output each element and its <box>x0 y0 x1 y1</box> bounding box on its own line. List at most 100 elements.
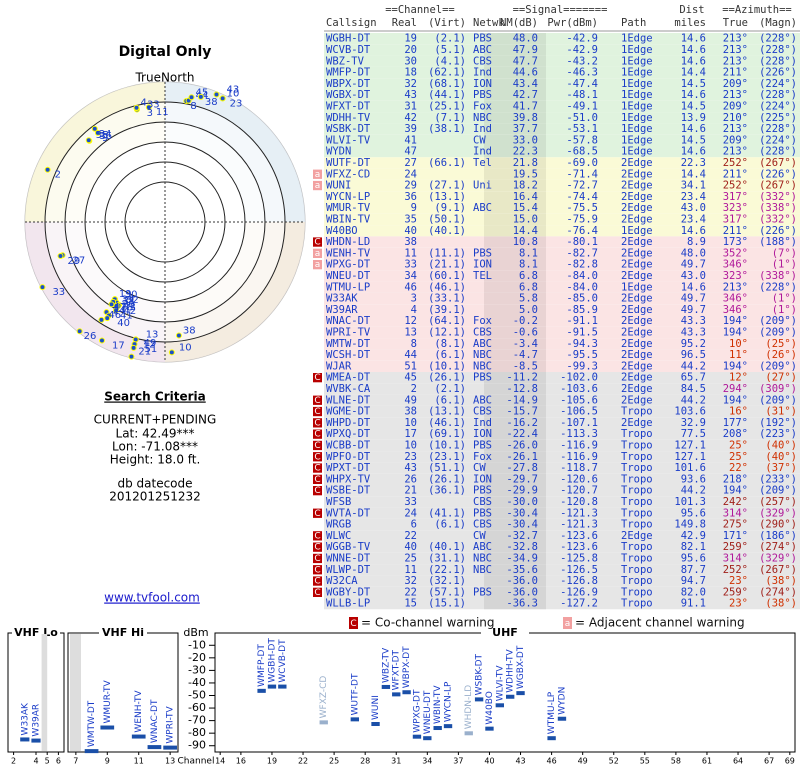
table-cell: (228°) <box>759 33 797 45</box>
nm-cell <box>484 259 546 271</box>
legend-box <box>349 617 358 629</box>
table-cell: (51.1) <box>428 462 466 474</box>
table-cell: 87.7 <box>681 564 706 576</box>
table-cell: WLVI-TV <box>326 134 371 146</box>
table-cell: 213° <box>723 89 748 101</box>
nm-cell <box>484 157 546 169</box>
table-cell: ION <box>473 78 492 90</box>
station-dot <box>197 93 204 100</box>
table-cell: 36 <box>404 191 417 203</box>
table-cell: (267°) <box>759 157 797 169</box>
x-tick-label: 69 <box>785 757 795 766</box>
table-cell: (10.1) <box>428 360 466 372</box>
station-channel: 9 <box>102 133 108 144</box>
table-cell: 127.1 <box>674 451 706 463</box>
x-tick-label: 58 <box>671 757 681 766</box>
table-cell: (40°) <box>765 451 797 463</box>
table-cell: WLWP-DT <box>326 564 371 576</box>
table-cell: 2Edge <box>621 530 653 542</box>
table-row <box>324 383 800 395</box>
station-bar <box>257 688 266 693</box>
table-cell: 14.6 <box>681 44 706 56</box>
table-cell: ABC <box>473 44 492 56</box>
x-tick-label: 67 <box>764 757 774 766</box>
y-tick-label: -60 <box>188 701 206 714</box>
criteria-line: Height: 18.0 ft. <box>110 453 201 467</box>
station-channel: 32 <box>126 295 139 306</box>
table-cell: 101.3 <box>674 496 706 508</box>
site-link[interactable]: www.tvfool.com <box>104 591 200 605</box>
table-cell: 1Edge <box>621 146 653 158</box>
table-cell: TEL <box>473 270 492 282</box>
datecode-label: db datecode <box>117 477 192 491</box>
nm-cell <box>484 439 546 452</box>
table-cell: 77.5 <box>681 428 706 440</box>
nm-cell <box>484 586 546 598</box>
table-cell: (329°) <box>759 552 797 564</box>
table-cell: (329°) <box>759 507 797 519</box>
table-cell: 209° <box>723 134 748 146</box>
table-cell: 4 <box>411 304 417 316</box>
table-cell: WFXT-DT <box>326 100 371 112</box>
table-cell: WNNE-DT <box>326 552 371 564</box>
table-cell: ION <box>473 473 492 485</box>
table-cell: -85.0 <box>566 293 598 305</box>
x-tick-label: 11 <box>134 757 144 766</box>
table-cell: CBS <box>473 326 492 338</box>
nm-cell <box>484 55 546 67</box>
warning-box <box>313 474 322 484</box>
table-cell: -42.9 <box>566 44 598 56</box>
table-cell: -3.4 <box>513 338 538 350</box>
table-cell: Uni <box>473 180 492 192</box>
table-row <box>324 530 800 542</box>
table-cell: 213° <box>723 55 748 67</box>
table-row <box>324 564 800 576</box>
nm-cell <box>484 564 546 576</box>
table-cell: (209°) <box>759 326 797 338</box>
table-cell: WNAC-DT <box>326 315 371 327</box>
panel-title-bg <box>481 627 529 639</box>
table-cell: ION <box>473 259 492 271</box>
table-cell: 14.4 <box>681 168 706 180</box>
table-cell: 213° <box>723 33 748 45</box>
station-channel: 8 <box>190 101 196 112</box>
table-cell: -34.9 <box>506 552 538 564</box>
station-bar <box>381 684 391 689</box>
table-cell: 25° <box>729 451 748 463</box>
table-cell: 317° <box>723 191 748 203</box>
nm-cell <box>484 507 546 519</box>
table-cell: (2.1) <box>434 33 466 45</box>
table-cell: (228°) <box>759 89 797 101</box>
table-cell: 23° <box>729 598 748 610</box>
table-cell: NBC <box>473 360 492 372</box>
table-cell: 8 <box>411 338 417 350</box>
table-cell: 323° <box>723 202 748 214</box>
table-cell: Tropo <box>621 428 653 440</box>
x-tick-label: 64 <box>733 757 743 766</box>
table-cell: (26.1) <box>428 372 466 384</box>
table-cell: 323° <box>723 270 748 282</box>
table-cell: (27°) <box>765 372 797 384</box>
table-cell: -32.7 <box>506 530 538 542</box>
nm-cell <box>484 530 546 542</box>
station-channel: 34 <box>99 129 112 140</box>
table-row <box>324 462 800 474</box>
table-cell: 9 <box>411 202 417 214</box>
legend-text: = Adjacent channel warning <box>575 616 745 630</box>
group-header: Dist <box>679 4 704 16</box>
table-row <box>324 315 800 327</box>
table-cell: 6 <box>411 519 417 531</box>
table-cell: -113.3 <box>560 428 598 440</box>
station-channel: 31 <box>123 296 136 307</box>
column-header: Callsign <box>326 17 377 29</box>
warning-flag: C <box>314 396 320 406</box>
table-cell: 242° <box>723 496 748 508</box>
table-cell: (50.1) <box>428 213 466 225</box>
table-cell: 29 <box>404 180 417 192</box>
station-channel: 3 <box>147 108 153 119</box>
station-bar <box>506 694 515 699</box>
station-label: WBZ-TV <box>381 647 391 683</box>
table-cell: 32 <box>404 78 417 90</box>
table-cell: 194° <box>723 485 748 497</box>
table-cell: W32CA <box>326 575 358 587</box>
